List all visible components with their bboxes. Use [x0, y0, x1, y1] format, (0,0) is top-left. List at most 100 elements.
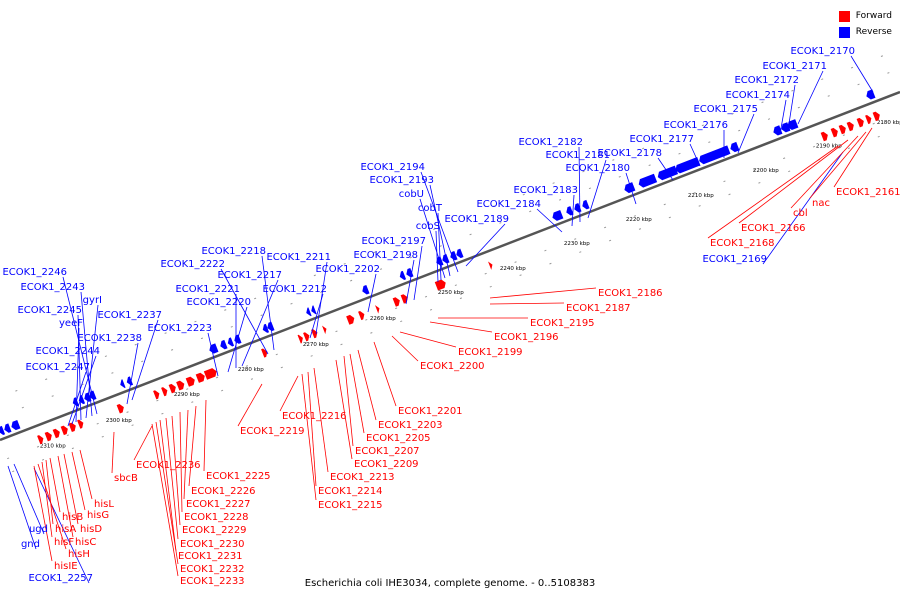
- reverse-gene-label: gnd: [21, 539, 40, 550]
- reverse-gene-label: ECOK1_2177: [629, 134, 694, 145]
- forward-gene-label: ECOK1_2209: [354, 459, 419, 470]
- reverse-gene-arrow: [220, 339, 228, 350]
- forward-leader-line: [159, 419, 177, 552]
- reverse-leader-line: [71, 355, 97, 425]
- forward-gene-label: ECOK1_2215: [318, 500, 383, 511]
- forward-gene-label: ECOK1_2166: [741, 223, 806, 234]
- reverse-leader-line: [437, 212, 442, 281]
- forward-gene-arrow: [322, 325, 327, 335]
- forward-leader-line: [188, 405, 197, 487]
- forward-leader-line: [41, 461, 53, 538]
- reverse-gene-label: ECOK1_2245: [17, 305, 82, 316]
- legend-label: Reverse: [855, 27, 892, 37]
- kbp-tick-label: 2290 kbp: [174, 392, 200, 398]
- kbp-tick-label: 2310 kbp: [40, 444, 66, 450]
- forward-leader-line: [307, 371, 317, 487]
- forward-leader-line: [49, 457, 61, 513]
- forward-gene-label: ECOK1_2225: [206, 471, 271, 482]
- backbone-line: [0, 90, 900, 442]
- reverse-gene-label: ECOK1_2183: [513, 185, 578, 196]
- forward-gene-label: ECOK1_2226: [191, 486, 256, 497]
- forward-leader-line: [45, 459, 54, 525]
- reverse-gene-arrow: [399, 270, 407, 280]
- reverse-leader-line: [762, 151, 844, 265]
- reverse-gene-label: ECOK1_2184: [476, 199, 541, 210]
- forward-gene-arrow: [358, 311, 365, 321]
- reverse-gene-label: ECOK1_2247: [25, 362, 90, 373]
- reverse-gene-label: ECOK1_2175: [693, 104, 758, 115]
- kbp-tick-label: 2240 kbp: [500, 266, 526, 272]
- forward-leader-line: [833, 127, 873, 188]
- reverse-gene-label: ECOK1_2243: [20, 282, 85, 293]
- reverse-leader-line: [62, 276, 98, 415]
- forward-gene-label: hisC: [75, 537, 96, 548]
- reverse-gene-label: ECOK1_2220: [186, 297, 251, 308]
- reverse-gene-arrow: [582, 199, 590, 210]
- forward-leader-line: [790, 135, 859, 209]
- reverse-gene-label: ECOK1_2238: [77, 333, 142, 344]
- forward-gene-label: ECOK1_2199: [458, 347, 523, 358]
- forward-leader-line: [203, 399, 207, 472]
- forward-gene-label: hisH: [68, 549, 90, 560]
- forward-leader-line: [155, 421, 179, 565]
- reverse-gene-label: ECOK1_2217: [217, 270, 282, 281]
- reverse-gene-label: ECOK1_2176: [663, 120, 728, 131]
- forward-gene-arrow: [311, 329, 318, 339]
- forward-gene-label: hisF: [54, 537, 74, 548]
- reverse-gene-arrow: [436, 256, 444, 266]
- forward-gene-label: ECOK1_2196: [494, 332, 559, 343]
- reverse-gene-label: ECOK1_2170: [790, 46, 855, 57]
- forward-gene-arrow: [830, 127, 838, 138]
- forward-gene-label: ECOK1_2186: [598, 288, 663, 299]
- reverse-leader-line: [578, 146, 581, 223]
- reverse-leader-line: [227, 306, 248, 373]
- reverse-gene-label: ECOK1_2169: [702, 254, 767, 265]
- reverse-leader-line: [850, 55, 874, 93]
- forward-gene-label: nac: [812, 198, 830, 209]
- reverse-leader-line: [85, 304, 99, 419]
- reverse-leader-line: [797, 70, 824, 125]
- legend: Forward Reverse: [838, 8, 892, 40]
- forward-leader-line: [489, 287, 597, 299]
- forward-leader-line: [179, 411, 183, 513]
- kbp-tick-label: 2280 kbp: [238, 367, 264, 373]
- forward-leader-line: [71, 451, 86, 511]
- reverse-gene-arrow: [209, 343, 219, 354]
- reverse-gene-label: ECOK1_2197: [361, 236, 426, 247]
- forward-leader-line: [133, 425, 153, 461]
- forward-gene-arrow: [434, 279, 446, 291]
- forward-gene-label: ECOK1_2233: [180, 576, 245, 587]
- forward-gene-label: hisIE: [54, 561, 78, 572]
- forward-leader-line: [165, 417, 179, 540]
- reverse-gene-label: cobS: [416, 221, 440, 232]
- reverse-gene-arrow: [306, 307, 312, 317]
- forward-gene-arrow: [68, 422, 76, 433]
- forward-gene-label: ECOK1_2201: [398, 406, 463, 417]
- forward-leader-line: [489, 302, 565, 305]
- reverse-gene-arrow: [730, 141, 740, 153]
- reverse-gene-arrow: [362, 284, 370, 295]
- reverse-gene-arrow: [311, 305, 317, 315]
- forward-leader-line: [171, 415, 181, 526]
- reverse-gene-label: ECOK1_2257: [28, 573, 93, 584]
- reverse-leader-line: [7, 465, 37, 550]
- forward-gene-arrow: [195, 372, 205, 383]
- kbp-tick-label: 2220 kbp: [626, 217, 652, 223]
- kbp-tick-label: 2260 kbp: [370, 316, 396, 322]
- reverse-leader-line: [80, 291, 93, 417]
- track-rail: [0, 71, 893, 417]
- reverse-gene-arrow: [262, 323, 270, 333]
- forward-gene-arrow: [375, 305, 380, 314]
- forward-gene-arrow: [203, 368, 217, 380]
- forward-gene-arrow: [185, 376, 195, 387]
- reverse-leader-line: [241, 279, 279, 367]
- reverse-gene-label: ECOK1_2221: [175, 284, 240, 295]
- forward-leader-line: [349, 353, 365, 434]
- gene-labels: ECOK1_2170 ECOK1_2171 ECOK1_2172 ECOK1_2174…: [2, 46, 900, 587]
- reverse-gene-label: ECOK1_2212: [262, 284, 327, 295]
- reverse-leader-line: [75, 327, 80, 423]
- kbp-tick-label: 2300 kbp: [106, 418, 132, 424]
- forward-leader-line: [335, 359, 353, 460]
- forward-leader-line: [738, 139, 849, 224]
